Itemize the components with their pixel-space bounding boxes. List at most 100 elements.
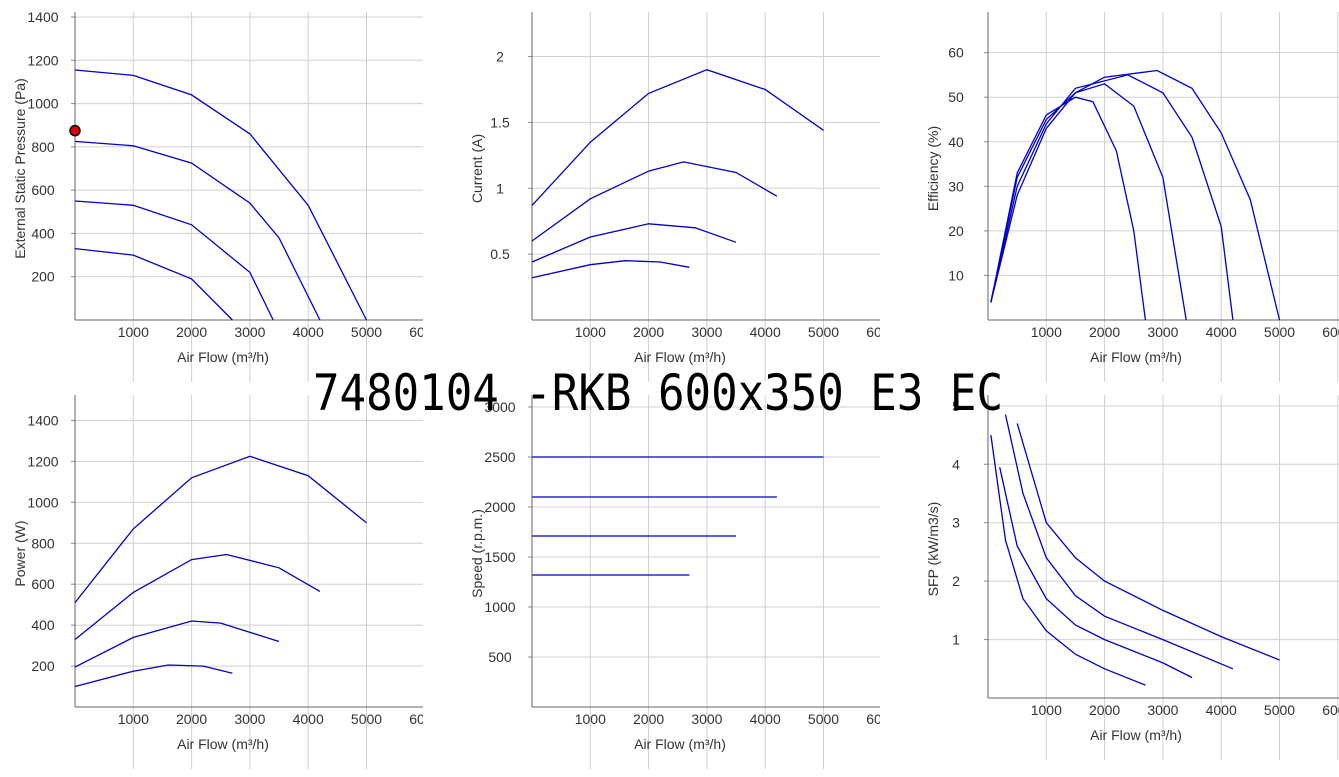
x-tick-label: 5000: [1264, 702, 1295, 718]
x-tick-label: 1000: [575, 324, 606, 340]
y-axis-label: Speed (r.p.m.): [469, 509, 485, 598]
x-tick-label: 3000: [1147, 324, 1178, 340]
y-tick-label: 10: [948, 267, 964, 283]
x-tick-label: 3000: [691, 324, 722, 340]
x-tick-label: 2000: [1089, 702, 1120, 718]
y-tick-label: 2: [496, 49, 504, 65]
chart: 1000 2000 3000 4000 5000 6000 0.5 1 1.5 2 Air Flow…: [469, 12, 897, 382]
series-line: [990, 435, 1146, 686]
x-tick-label: 6000: [866, 324, 897, 340]
y-tick-label: 600: [31, 576, 55, 592]
chart: 1000 2000 3000 4000 5000 6000 500 1000 1500 2000 2…: [469, 395, 897, 769]
x-tick-label: 3000: [234, 711, 265, 727]
series-line: [74, 200, 274, 321]
chart: 1000 2000 3000 4000 5000 6000 1 2 3 4 5 Air Flow (m…: [925, 395, 1339, 760]
y-axis-label: External Static Pressure (Pa): [12, 78, 28, 259]
x-tick-label: 1000: [118, 711, 149, 727]
series-line: [74, 553, 321, 641]
x-tick-label: 4000: [750, 324, 781, 340]
x-tick-label: 2000: [176, 711, 207, 727]
y-axis-label: Current (A): [469, 134, 485, 203]
x-tick-label: 3000: [234, 324, 265, 340]
x-tick-label: 3000: [691, 711, 722, 727]
x-axis-label: Air Flow (m³/h): [634, 349, 726, 365]
y-tick-label: 1000: [27, 494, 58, 510]
x-tick-label: 1000: [118, 324, 149, 340]
series-line: [999, 467, 1193, 679]
x-tick-label: 3000: [1147, 702, 1178, 718]
series-line: [1016, 423, 1280, 661]
chart: 1000 2000 3000 4000 5000 6000 200 400 600 800 1000…: [12, 395, 440, 769]
series-line: [74, 247, 233, 321]
y-tick-label: 3: [952, 515, 960, 531]
series-line: [990, 74, 1234, 321]
y-tick-label: 2000: [484, 499, 515, 515]
y-tick-label: 800: [31, 535, 55, 551]
y-tick-label: 400: [31, 617, 55, 633]
x-tick-label: 1000: [1031, 324, 1062, 340]
series-line: [990, 83, 1187, 321]
y-tick-label: 4: [952, 456, 960, 472]
x-tick-label: 2000: [1089, 324, 1120, 340]
y-tick-label: 0.5: [490, 246, 510, 262]
x-axis-label: Air Flow (m³/h): [177, 349, 269, 365]
series-line: [990, 69, 1281, 321]
page-title: 7480104 -RKB 600x350 E3 EC: [313, 364, 1003, 422]
y-tick-label: 5: [952, 398, 960, 414]
x-tick-label: 6000: [409, 711, 440, 727]
x-tick-label: 5000: [808, 324, 839, 340]
y-axis-label: Power (W): [12, 520, 28, 586]
x-tick-label: 1000: [1031, 702, 1062, 718]
y-tick-label: 1.5: [490, 114, 510, 130]
y-tick-label: 2: [952, 573, 960, 589]
y-tick-label: 400: [31, 225, 55, 241]
series-line: [531, 260, 690, 279]
x-tick-label: 2000: [176, 324, 207, 340]
y-tick-label: 1000: [27, 96, 58, 112]
x-tick-label: 4000: [1206, 324, 1237, 340]
series-line: [74, 69, 368, 321]
y-tick-label: 50: [948, 89, 964, 105]
series-line: [531, 161, 778, 242]
x-tick-label: 5000: [1264, 324, 1295, 340]
y-tick-label: 200: [31, 658, 55, 674]
x-tick-label: 4000: [750, 711, 781, 727]
series-line: [74, 455, 367, 604]
y-tick-label: 3000: [484, 399, 515, 415]
x-tick-label: 2000: [633, 324, 664, 340]
x-axis-label: Air Flow (m³/h): [634, 736, 726, 752]
x-axis-label: Air Flow (m³/h): [1090, 727, 1182, 743]
x-tick-label: 6000: [409, 324, 440, 340]
x-tick-label: 2000: [633, 711, 664, 727]
series-line: [531, 223, 737, 263]
series-line: [531, 69, 824, 206]
chart: 1000 2000 3000 4000 5000 6000 10 20 30 40 50 60 Air …: [925, 12, 1339, 382]
y-tick-label: 20: [948, 223, 964, 239]
y-tick-label: 60: [948, 45, 964, 61]
series-line: [1004, 414, 1234, 670]
y-tick-label: 1200: [27, 52, 58, 68]
y-axis-label: Efficiency (%): [925, 126, 941, 211]
y-tick-label: 800: [31, 139, 55, 155]
y-tick-label: 40: [948, 134, 964, 150]
y-tick-label: 2500: [484, 449, 515, 465]
y-tick-label: 1400: [27, 9, 58, 25]
x-tick-label: 1000: [575, 711, 606, 727]
y-tick-label: 1400: [27, 412, 58, 428]
series-line: [74, 140, 321, 321]
x-tick-label: 6000: [866, 711, 897, 727]
chart: 1000 2000 3000 4000 5000 6000 200 400 600 800 1000…: [12, 9, 440, 382]
y-tick-label: 1: [952, 632, 960, 648]
operating-point: [69, 124, 81, 137]
y-tick-label: 500: [488, 649, 512, 665]
x-axis-label: Air Flow (m³/h): [1090, 349, 1182, 365]
x-axis-label: Air Flow (m³/h): [177, 736, 269, 752]
x-tick-label: 4000: [293, 324, 324, 340]
series-line: [74, 664, 233, 688]
x-tick-label: 5000: [351, 324, 382, 340]
x-tick-label: 6000: [1322, 324, 1339, 340]
series-line: [74, 620, 280, 668]
y-tick-label: 1200: [27, 453, 58, 469]
x-tick-label: 5000: [808, 711, 839, 727]
charts: 1000 2000 3000 4000 5000 6000 200 400 600 800 1000…: [12, 9, 1339, 769]
